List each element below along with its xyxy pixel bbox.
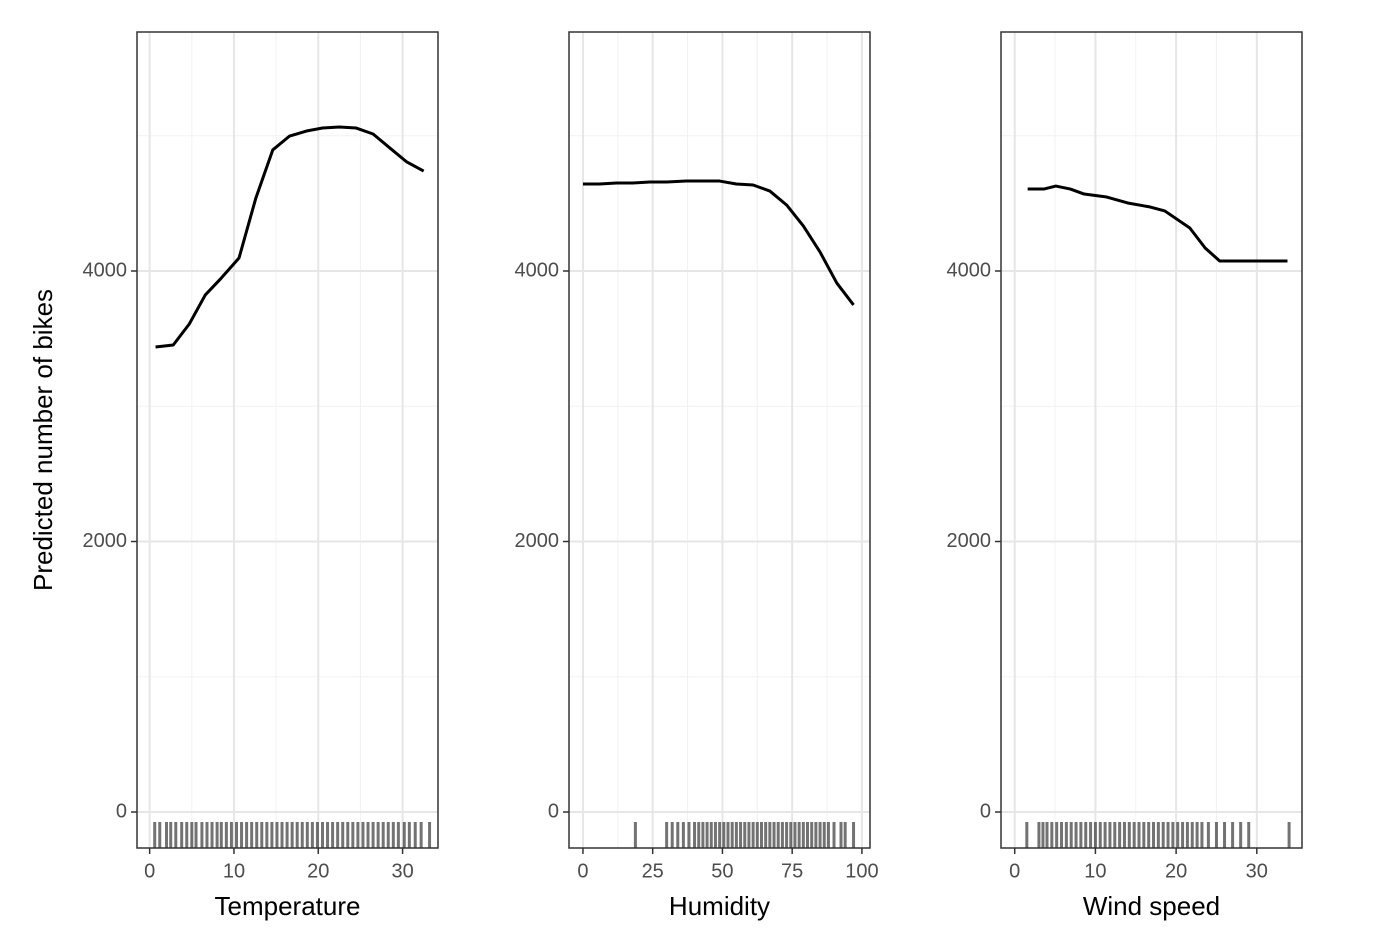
x-tick-label: 10 xyxy=(223,860,245,882)
x-tick-label: 10 xyxy=(1084,860,1106,882)
x-tick-label: 25 xyxy=(642,860,664,882)
x-tick-label: 100 xyxy=(845,860,878,882)
y-tick-label: 2000 xyxy=(83,530,128,552)
y-tick-label: 4000 xyxy=(515,259,560,281)
x-tick-label: 0 xyxy=(1009,860,1020,882)
y-tick-label: 2000 xyxy=(947,530,992,552)
y-tick-label: 0 xyxy=(116,800,127,822)
y-tick-label: 4000 xyxy=(83,259,128,281)
x-axis-label: Humidity xyxy=(669,891,770,921)
y-tick-label: 0 xyxy=(980,800,991,822)
y-tick-label: 2000 xyxy=(515,530,560,552)
x-tick-label: 30 xyxy=(391,860,413,882)
pd-line xyxy=(582,179,855,306)
x-tick-label: 0 xyxy=(144,860,155,882)
x-tick-label: 0 xyxy=(577,860,588,882)
x-axis-label: Wind speed xyxy=(1083,891,1220,921)
y-axis-label: Predicted number of bikes xyxy=(28,289,58,591)
x-tick-label: 20 xyxy=(307,860,329,882)
x-tick-label: 50 xyxy=(711,860,733,882)
y-tick-label: 0 xyxy=(548,800,559,822)
x-tick-label: 20 xyxy=(1165,860,1187,882)
x-tick-label: 30 xyxy=(1246,860,1268,882)
x-axis-label: Temperature xyxy=(215,891,361,921)
panel-border xyxy=(1000,31,1303,849)
panel-border xyxy=(568,31,871,849)
pd-line xyxy=(155,125,425,349)
panel-border xyxy=(136,31,439,849)
x-tick-label: 75 xyxy=(781,860,803,882)
y-tick-label: 4000 xyxy=(947,259,992,281)
pd-line xyxy=(1027,184,1288,263)
